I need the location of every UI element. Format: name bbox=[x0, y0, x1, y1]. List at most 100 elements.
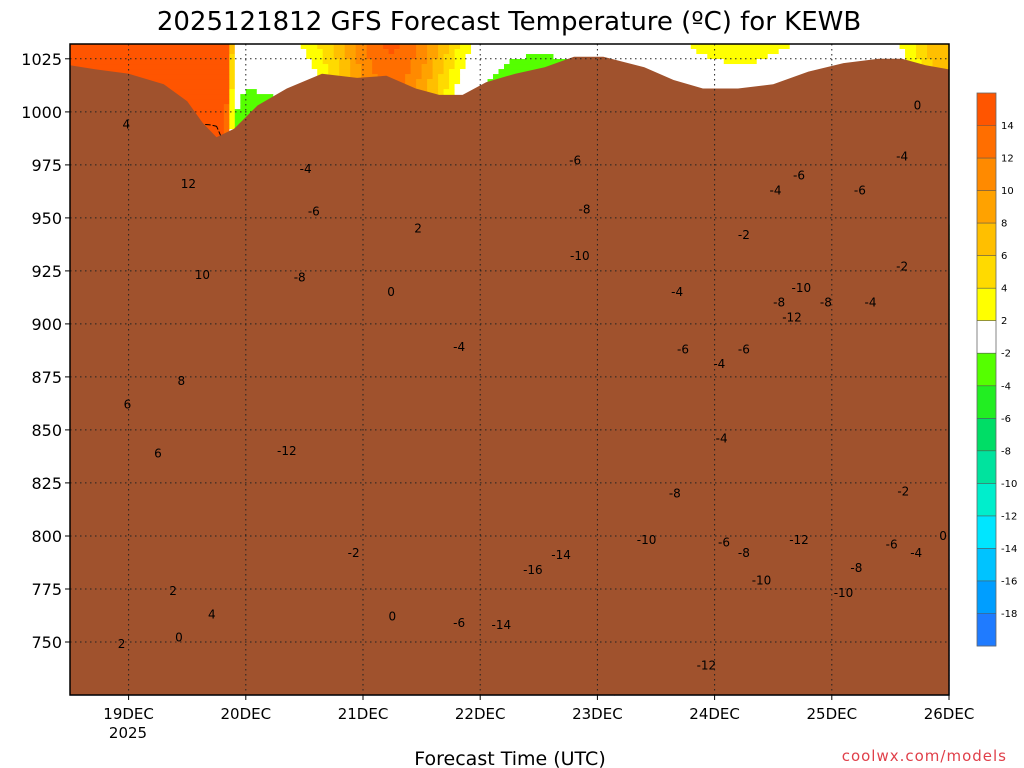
temperature-cell bbox=[234, 74, 318, 80]
temperature-cell bbox=[328, 64, 340, 70]
temperature-cell bbox=[372, 64, 412, 70]
temperature-cell bbox=[471, 44, 692, 50]
temperature-cell bbox=[410, 59, 428, 65]
colorbar-label: -12 bbox=[1001, 511, 1017, 522]
contour-label: -4 bbox=[865, 296, 877, 310]
colorbar-label: 8 bbox=[1001, 219, 1007, 230]
x-tick-label: 19DEC bbox=[103, 705, 154, 723]
contour-label: -12 bbox=[782, 311, 802, 325]
colorbar-label: 10 bbox=[1001, 186, 1014, 197]
contour-label: -10 bbox=[752, 574, 772, 588]
temperature-cell bbox=[921, 59, 934, 65]
temperature-cell bbox=[344, 49, 357, 55]
temperature-cell bbox=[234, 79, 318, 85]
temperature-cell bbox=[613, 74, 912, 80]
contour-label: -4 bbox=[713, 357, 725, 371]
temperature-cell bbox=[416, 54, 428, 60]
temperature-cell bbox=[229, 99, 236, 105]
contour-label: -6 bbox=[308, 205, 320, 219]
temperature-cell bbox=[927, 49, 950, 55]
colorbar-label: -18 bbox=[1001, 609, 1017, 620]
contour-label: -6 bbox=[718, 535, 730, 549]
temperature-cell bbox=[229, 89, 236, 95]
temperature-cell bbox=[355, 49, 368, 55]
contour-label: 2 bbox=[118, 637, 126, 651]
colorbar-swatch bbox=[977, 385, 996, 419]
temperature-cell bbox=[70, 44, 230, 50]
temperature-cell bbox=[449, 49, 456, 55]
temperature-cell bbox=[427, 54, 439, 60]
colorbar-label: -6 bbox=[1001, 414, 1011, 425]
colorbar-swatch bbox=[977, 483, 996, 517]
temperature-cell bbox=[438, 74, 450, 80]
credit-text: coolwx.com/models bbox=[842, 747, 1007, 765]
temperature-cell bbox=[427, 49, 439, 55]
temperature-cell bbox=[70, 64, 230, 70]
temperature-cell bbox=[234, 59, 313, 65]
temperature-cell bbox=[454, 84, 489, 90]
colorbar-swatch bbox=[977, 580, 996, 614]
temperature-cell bbox=[427, 59, 434, 65]
temperature-cell bbox=[421, 64, 434, 70]
temperature-cell bbox=[234, 54, 307, 60]
temperature-cell bbox=[416, 44, 428, 50]
contour-label: -14 bbox=[551, 548, 571, 562]
contour-label: -12 bbox=[277, 444, 297, 458]
temperature-cell bbox=[905, 59, 923, 65]
colorbar-swatch bbox=[977, 93, 996, 126]
temperature-cell bbox=[333, 54, 346, 60]
colorbar-label: -8 bbox=[1001, 446, 1011, 457]
temperature-cell bbox=[229, 94, 236, 100]
temperature-cell bbox=[372, 69, 412, 75]
temperature-cell bbox=[229, 109, 236, 115]
temperature-cell bbox=[932, 59, 950, 65]
temperature-cell bbox=[421, 69, 434, 75]
temperature-cell bbox=[223, 129, 230, 135]
temperature-cell bbox=[449, 44, 461, 50]
contour-label: 0 bbox=[387, 285, 395, 299]
colorbar-swatch bbox=[977, 450, 996, 484]
y-tick-label: 975 bbox=[31, 156, 62, 175]
temperature-cell bbox=[438, 84, 450, 90]
temperature-cell bbox=[344, 44, 357, 50]
temperature-cell bbox=[438, 89, 445, 95]
temperature-cell bbox=[333, 44, 346, 50]
temperature-cell bbox=[438, 44, 450, 50]
contour-label: -6 bbox=[453, 616, 465, 630]
colorbar-swatch bbox=[977, 223, 996, 257]
x-tick-label: 24DEC bbox=[689, 705, 740, 723]
contour-label: 0 bbox=[175, 631, 183, 645]
temperature-cell bbox=[756, 59, 906, 65]
x-tick-label: 26DEC bbox=[924, 705, 975, 723]
temperature-cell bbox=[460, 74, 494, 80]
temperature-cell bbox=[460, 44, 472, 50]
contour-label: -6 bbox=[886, 537, 898, 551]
temperature-cell bbox=[229, 54, 236, 60]
temperature-cell bbox=[339, 69, 351, 75]
colorbar-swatch bbox=[977, 548, 996, 582]
y-tick-label: 800 bbox=[31, 527, 62, 546]
terrain-surface bbox=[70, 56, 949, 695]
contour-label: -10 bbox=[637, 533, 657, 547]
temperature-cell bbox=[927, 44, 950, 50]
temperature-cell bbox=[229, 114, 236, 120]
temperature-cell bbox=[234, 44, 302, 50]
temperature-cell bbox=[322, 49, 335, 55]
colorbar-swatch bbox=[977, 190, 996, 224]
temperature-cell bbox=[432, 59, 445, 65]
temperature-cell bbox=[311, 59, 324, 65]
temperature-cell bbox=[454, 59, 467, 65]
contour-label: -8 bbox=[850, 561, 862, 575]
temperature-cell bbox=[465, 59, 511, 65]
temperature-cell bbox=[344, 54, 357, 60]
x-tick-label: 23DEC bbox=[572, 705, 623, 723]
y-tick-label: 750 bbox=[31, 633, 62, 652]
temperature-cell bbox=[317, 44, 335, 50]
temperature-cell bbox=[229, 104, 236, 110]
temperature-cell bbox=[234, 69, 318, 75]
contour-label: 10 bbox=[195, 268, 210, 282]
temperature-cell bbox=[339, 59, 351, 65]
contour-label: -8 bbox=[738, 546, 750, 560]
contour-label: -4 bbox=[910, 546, 922, 560]
